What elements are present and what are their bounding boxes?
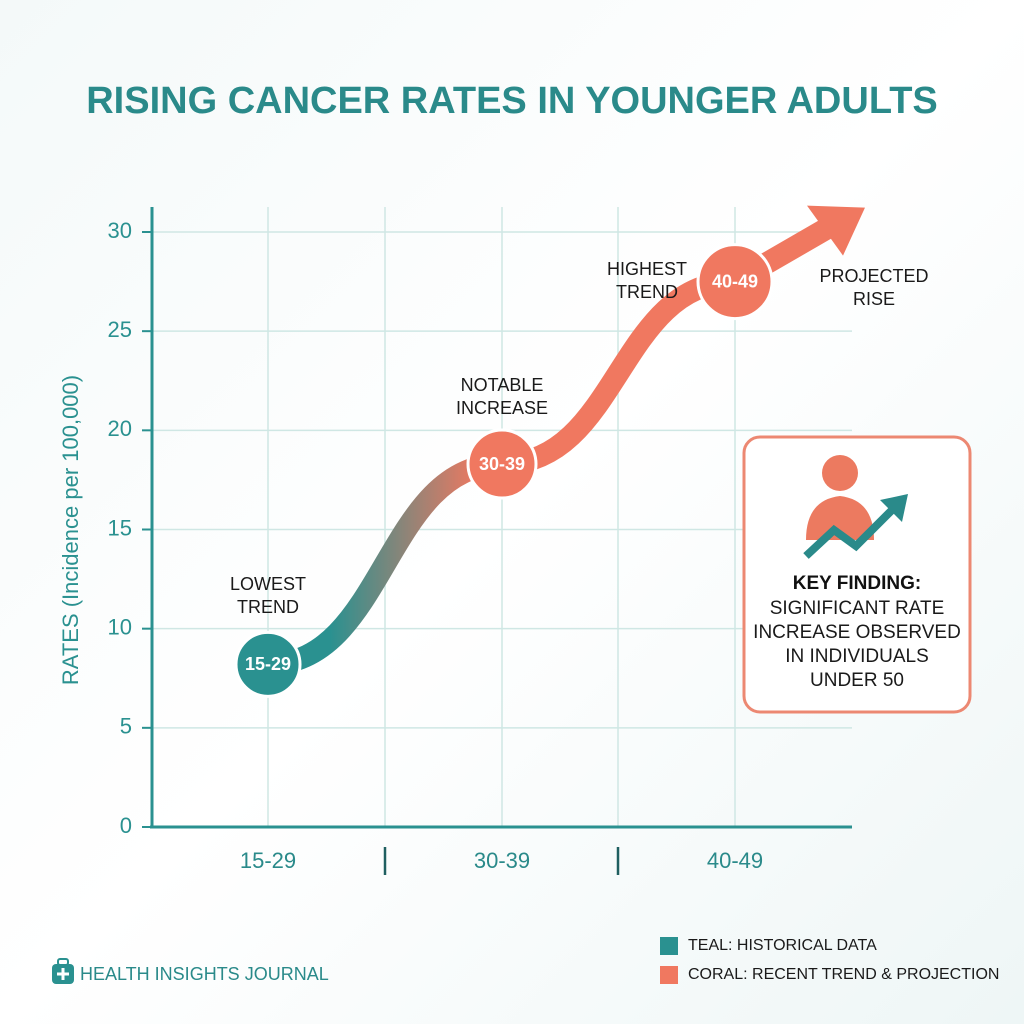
- point-label: 40-49: [712, 271, 758, 291]
- data-point: [696, 243, 774, 321]
- y-axis-label: RATES (Incidence per 100,000): [58, 375, 83, 685]
- data-point: [234, 630, 302, 698]
- key-finding-line: IN INDIVIDUALS: [785, 646, 929, 667]
- point-annotation: HIGHEST: [607, 259, 687, 279]
- key-finding-line: UNDER 50: [810, 670, 904, 691]
- point-annotation: TREND: [616, 282, 678, 302]
- source: HEALTH INSIGHTS JOURNAL: [80, 964, 329, 984]
- y-tick-label: 25: [108, 317, 132, 342]
- x-tick-label: 40-49: [707, 848, 763, 873]
- y-tick-label: 10: [108, 614, 132, 639]
- data-point: [466, 428, 538, 500]
- point-annotation: NOTABLE: [461, 375, 544, 395]
- projection-annotation: PROJECTED: [819, 266, 928, 286]
- point-label: 30-39: [479, 454, 525, 474]
- x-tick-label: 30-39: [474, 848, 530, 873]
- key-finding-icon: [803, 455, 908, 559]
- key-finding-line: SIGNIFICANT RATE: [770, 598, 945, 619]
- source-icon: [52, 958, 74, 984]
- legend-label: CORAL: RECENT TREND & PROJECTION: [688, 966, 999, 983]
- point-label: 15-29: [245, 654, 291, 674]
- y-tick-label: 5: [120, 714, 132, 739]
- chart-title: RISING CANCER RATES IN YOUNGER ADULTS: [86, 80, 938, 122]
- x-tick-label: 15-29: [240, 848, 296, 873]
- point-annotation: TREND: [237, 597, 299, 617]
- y-tick-label: 30: [108, 218, 132, 243]
- y-tick-label: 20: [108, 416, 132, 441]
- y-tick-label: 0: [120, 813, 132, 838]
- legend-swatch: [660, 966, 678, 984]
- legend-label: TEAL: HISTORICAL DATA: [688, 937, 877, 954]
- key-finding-box: [742, 435, 972, 714]
- projection-annotation: RISE: [853, 289, 895, 309]
- legend: TEAL: HISTORICAL DATA CORAL: RECENT TREND…: [660, 937, 999, 984]
- legend-swatch: [660, 937, 678, 955]
- point-annotation: INCREASE: [456, 398, 548, 418]
- projection-arrowhead: [807, 205, 865, 256]
- key-finding: KEY FINDING: SIGNIFICANT RATE INCREASE OBS…: [753, 573, 961, 691]
- point-annotation: LOWEST: [230, 574, 306, 594]
- key-finding-heading: KEY FINDING:: [793, 573, 921, 594]
- y-tick-label: 15: [108, 515, 132, 540]
- key-finding-line: INCREASE OBSERVED: [753, 622, 961, 643]
